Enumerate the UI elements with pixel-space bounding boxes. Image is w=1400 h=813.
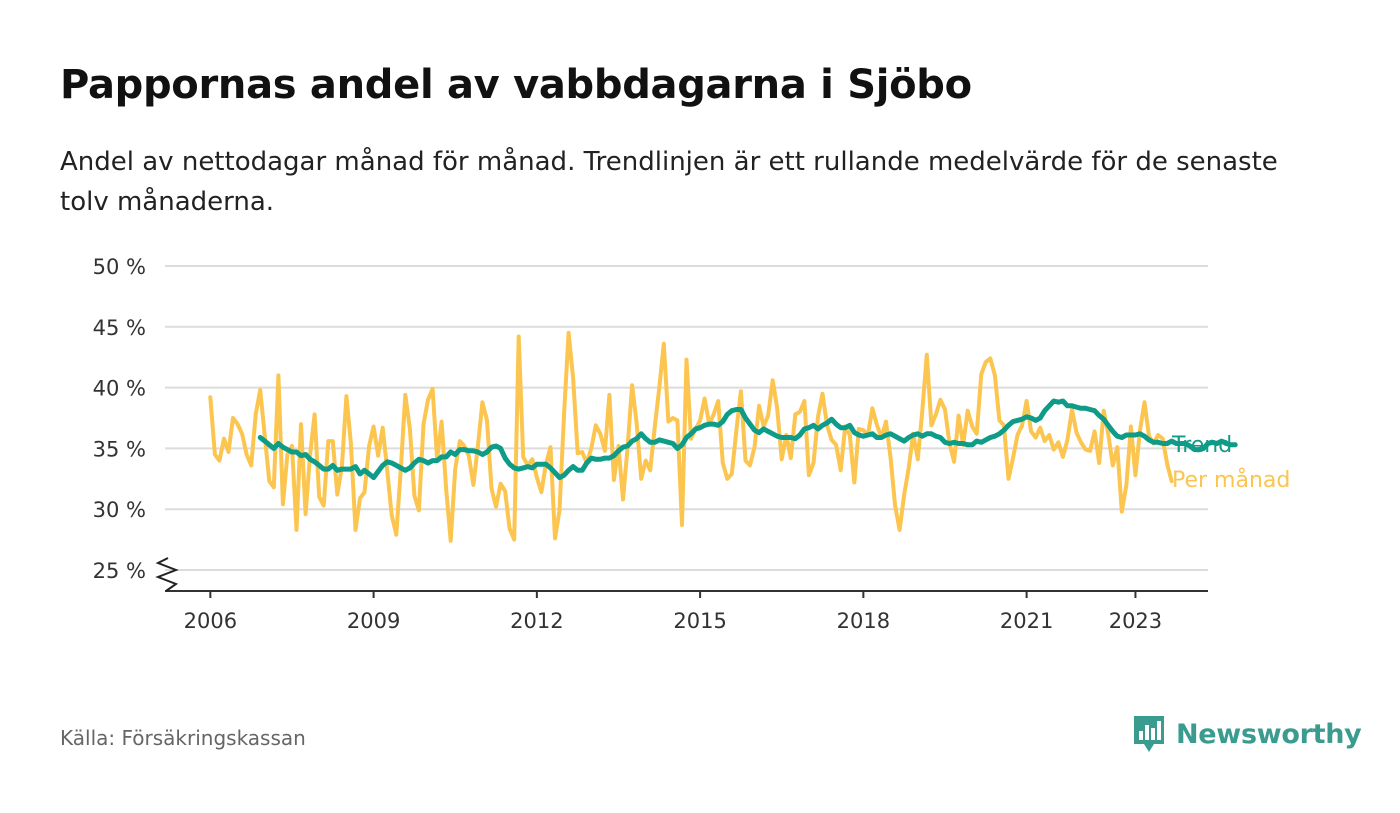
x-axis-labels: 2006 2009 2012 2015 2018 2021 2023 <box>184 609 1163 633</box>
source-note: Källa: Försäkringskassan <box>60 726 306 750</box>
series-lines <box>208 330 1238 543</box>
x-tick-label: 2023 <box>1109 609 1162 633</box>
x-tick-label: 2021 <box>1000 609 1053 633</box>
axis-break-icon <box>155 557 179 592</box>
series-line-0 <box>208 330 1174 543</box>
x-tick-label: 2006 <box>184 609 237 633</box>
x-tick-label: 2015 <box>673 609 726 633</box>
y-tick-label: 35 % <box>93 437 146 461</box>
newsworthy-brand[interactable]: Newsworthy <box>1132 712 1362 756</box>
x-tick-label: 2018 <box>837 609 890 633</box>
newsworthy-logo-icon <box>1134 716 1164 752</box>
y-tick-label: 40 % <box>93 377 146 401</box>
brand-name: Newsworthy <box>1176 718 1362 750</box>
series-line-1 <box>257 398 1238 481</box>
y-axis-labels: 25 % 30 % 35 % 40 % 45 % 50 % <box>93 255 146 583</box>
y-tick-label: 25 % <box>93 559 146 583</box>
chart-subtitle: Andel av nettodagar månad för månad. Tre… <box>60 147 1278 217</box>
x-tick-label: 2012 <box>510 609 563 633</box>
series-legend: Per månad Trend <box>1171 433 1290 493</box>
legend-label: Trend <box>1171 433 1232 458</box>
x-tick-label: 2009 <box>347 609 400 633</box>
y-tick-label: 50 % <box>93 255 146 279</box>
x-axis <box>155 557 1208 598</box>
chart-title: Pappornas andel av vabbdagarna i Sjöbo <box>60 62 972 108</box>
y-tick-label: 30 % <box>93 498 146 522</box>
legend-label: Per månad <box>1172 467 1290 493</box>
y-tick-label: 45 % <box>93 316 146 340</box>
